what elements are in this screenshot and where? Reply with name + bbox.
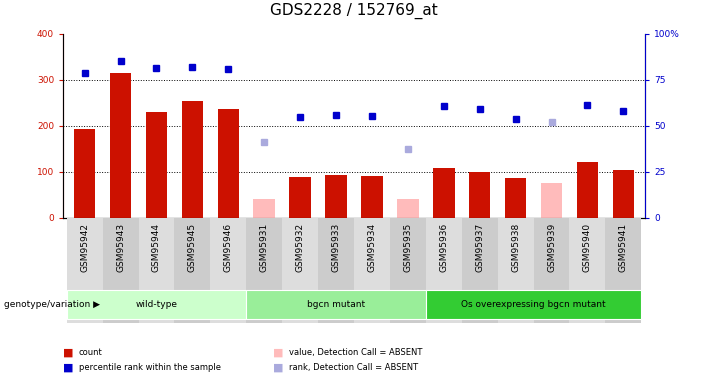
Text: percentile rank within the sample: percentile rank within the sample [79, 363, 221, 372]
Bar [210, 217, 246, 322]
Bar [290, 177, 311, 218]
Bar [462, 217, 498, 322]
Bar [354, 217, 390, 322]
Text: ■: ■ [63, 348, 74, 358]
Bar [102, 217, 139, 322]
Bar [426, 290, 641, 319]
Bar [469, 172, 491, 217]
Bar [426, 217, 462, 322]
Text: count: count [79, 348, 102, 357]
Text: genotype/variation ▶: genotype/variation ▶ [4, 300, 100, 309]
Text: ■: ■ [63, 363, 74, 373]
Text: GSM95940: GSM95940 [583, 223, 592, 272]
Text: GSM95934: GSM95934 [367, 223, 376, 272]
Bar [74, 129, 95, 218]
Text: value, Detection Call = ABSENT: value, Detection Call = ABSENT [289, 348, 422, 357]
Text: GSM95946: GSM95946 [224, 223, 233, 272]
Bar [361, 176, 383, 218]
Bar [246, 217, 283, 322]
Bar [577, 162, 598, 218]
Text: bgcn mutant: bgcn mutant [307, 300, 365, 309]
Text: GSM95944: GSM95944 [152, 223, 161, 272]
Bar [498, 217, 533, 322]
Text: Os overexpressing bgcn mutant: Os overexpressing bgcn mutant [461, 300, 606, 309]
Bar [139, 217, 175, 322]
Bar [246, 290, 426, 319]
Text: GSM95939: GSM95939 [547, 223, 556, 272]
Text: GSM95937: GSM95937 [475, 223, 484, 272]
Bar [182, 101, 203, 217]
Bar [318, 217, 354, 322]
Bar [217, 109, 239, 217]
Text: GSM95945: GSM95945 [188, 223, 197, 272]
Bar [505, 178, 526, 218]
Text: GSM95942: GSM95942 [80, 223, 89, 272]
Text: ■: ■ [273, 363, 284, 373]
Text: GSM95932: GSM95932 [296, 223, 305, 272]
Text: GDS2228 / 152769_at: GDS2228 / 152769_at [270, 3, 438, 19]
Bar [433, 168, 454, 217]
Text: GSM95935: GSM95935 [403, 223, 412, 272]
Bar [397, 199, 418, 217]
Bar [325, 175, 347, 217]
Bar [283, 217, 318, 322]
Text: rank, Detection Call = ABSENT: rank, Detection Call = ABSENT [289, 363, 418, 372]
Bar [146, 112, 168, 218]
Text: GSM95936: GSM95936 [440, 223, 449, 272]
Bar [533, 217, 569, 322]
Text: ■: ■ [273, 348, 284, 358]
Bar [67, 217, 102, 322]
Bar [613, 170, 634, 217]
Bar [606, 217, 641, 322]
Text: GSM95938: GSM95938 [511, 223, 520, 272]
Bar [175, 217, 210, 322]
Bar [569, 217, 606, 322]
Text: GSM95941: GSM95941 [619, 223, 628, 272]
Text: wild-type: wild-type [135, 300, 177, 309]
Text: GSM95933: GSM95933 [332, 223, 341, 272]
Text: GSM95943: GSM95943 [116, 223, 125, 272]
Bar [110, 73, 131, 217]
Text: GSM95931: GSM95931 [259, 223, 268, 272]
Bar [254, 199, 275, 217]
Bar [67, 290, 246, 319]
Bar [390, 217, 426, 322]
Bar [540, 183, 562, 218]
